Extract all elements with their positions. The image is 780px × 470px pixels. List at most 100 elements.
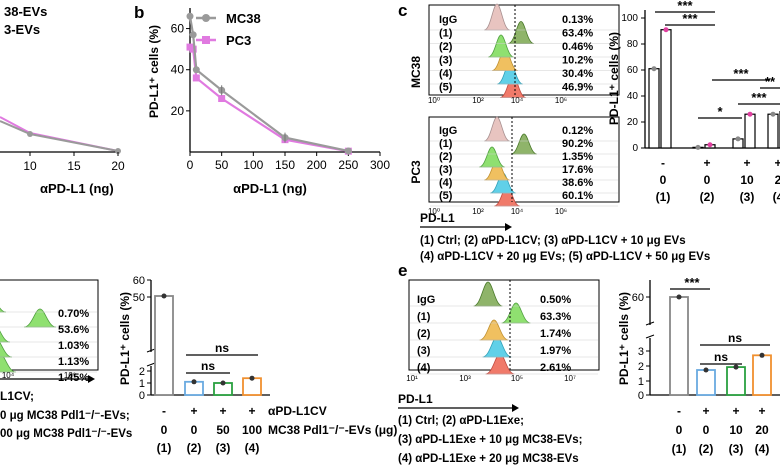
legend-pc3-label: PC3 [226, 33, 251, 48]
histogram-label-e: (3) [417, 345, 431, 357]
panel-a-point [27, 131, 33, 137]
axis-tick-label: 10⁰ [428, 207, 440, 216]
panel-c-mc38-frame [428, 4, 620, 96]
significance-mark: *** [682, 11, 698, 26]
axis-break [645, 334, 655, 339]
panel-b-xticks: 0 50 100 150 200 250 300 [187, 152, 390, 172]
histogram-label-pc3: (4) [439, 177, 453, 189]
bar-condition-label: 0 [676, 423, 683, 437]
percentage-mc38: 46.9% [562, 82, 593, 94]
legend-mc38-marker [202, 14, 210, 22]
axis-tick-label: 10⁴ [511, 96, 524, 105]
bar-condition-label: 50 [216, 423, 230, 437]
percentage-mc38: 30.4% [562, 68, 593, 80]
panel-c: c MC38 PC3 IgG 0.13%(1) 63.4%(2) 0.46%(3) 10… [398, 1, 710, 263]
bar-ytick-label: 0 [139, 390, 145, 402]
bar-condition-label: + [248, 404, 255, 418]
bar-condition-label: 2 [775, 173, 780, 187]
panel-e-caption-1: (1) Ctrl; (2) αPD-L1Exe; [398, 415, 524, 427]
percentage-pc3: 0.12% [562, 125, 593, 137]
bar-condition-label: (3) [740, 190, 755, 204]
panel-c-arrowhead [505, 223, 512, 231]
histogram-mc38-0 [484, 3, 510, 31]
axis-tick-label: 10³ [459, 374, 471, 383]
percentage-e: 1.97% [540, 345, 571, 357]
panel-e-bar-ylabel: PD-L1⁺ cells (%) [617, 292, 631, 385]
percentage-d: 53.6% [58, 324, 89, 336]
axis-tick-label: 10⁶ [64, 371, 76, 380]
bar-condition-label: 20 [755, 423, 769, 437]
bar-row-label: αPD-L1CV [268, 404, 327, 418]
data-point-mc38 [186, 12, 194, 20]
percentage-d: 1.13% [58, 356, 89, 368]
panel-a: 38-EVs 3-EVs 10 15 20 αPD-L1 (ng) [0, 4, 125, 196]
significance-mark: ns [215, 341, 229, 355]
significance-mark: * [717, 104, 723, 119]
panel-b-ytick-label: 60 [171, 22, 185, 36]
axis-tick-label: 10⁴ [511, 207, 524, 216]
panel-e-arrowhead [512, 404, 519, 412]
axis-tick-label: 10⁷ [564, 374, 576, 383]
panel-a-legend-2: 3-EVs [4, 22, 40, 37]
bar-point [747, 111, 753, 117]
histogram-label-e: (1) [417, 311, 431, 323]
bar-point [651, 66, 657, 72]
axis-tick-label: 10⁶ [555, 96, 567, 105]
bar-condition-label: 0 [660, 173, 667, 187]
bar-condition-label: (2) [699, 442, 714, 456]
significance-mark: *** [733, 66, 749, 81]
panel-c-row-label-pc3: PC3 [409, 160, 423, 184]
data-point-pc3 [218, 95, 226, 103]
percentage-e: 2.61% [540, 362, 571, 374]
histogram-pc3-2 [479, 146, 505, 168]
data-point-pc3 [192, 74, 200, 82]
histogram-label-pc3: (1) [439, 138, 453, 150]
significance-mark: *** [677, 0, 693, 13]
percentage-e: 1.74% [540, 328, 571, 340]
histogram-pc3-0 [484, 116, 510, 142]
percentage-e: 0.50% [540, 294, 571, 306]
panel-b-xtick-label: 200 [307, 158, 327, 172]
bar-point [663, 27, 669, 33]
bar-point [707, 142, 713, 148]
panel-b-ylabel: PD-L1⁺ cells (%) [147, 25, 161, 118]
bar-condition-label: + [743, 156, 750, 170]
bar-ytick-label: 0 [632, 143, 638, 154]
panel-b-xtick-label: 0 [187, 158, 194, 172]
significance-mark: *** [751, 90, 767, 105]
panel-d-arrowhead [88, 375, 95, 383]
histogram-label-mc38: (2) [439, 41, 453, 53]
histogram-label-e: (2) [417, 328, 431, 340]
histogram-label-mc38: IgG [439, 14, 457, 26]
bar-condition-label: (1) [656, 190, 671, 204]
panel-d-caption-1: 0 μg MC38 Pdl1⁻/⁻-EVs; [0, 410, 130, 422]
panel-d-caption-2: 00 μg MC38 Pdl1⁻/⁻-EVs [0, 428, 132, 440]
bar-row-label: MC38 Pdl1⁻/⁻-EVs (μg) [268, 423, 397, 437]
bar-ytick-label: 60 [627, 65, 639, 76]
bar-point [735, 136, 741, 142]
bar-ytick-label: 50 [133, 292, 145, 304]
bar-condition-label: 0 [161, 423, 168, 437]
axis-break [146, 362, 156, 367]
series-line-mc38 [188, 16, 349, 153]
panel-b-series [186, 12, 352, 155]
panel-b-yticks: 20 40 60 [171, 22, 190, 118]
percentage-pc3: 38.6% [562, 177, 593, 189]
panel-e: e IgG (1) (2) (3) (4) 0.50% 63.3% 1.74% 1.97% 2.6… [398, 261, 780, 465]
bar-condition-label: (4) [245, 441, 260, 455]
significance-mark: ns [728, 331, 742, 345]
panel-e-histograms: IgG (1) (2) (3) (4) 0.50% 63.3% 1.74% 1.97% 2.61% [410, 281, 598, 375]
bar-ytick-label: 1 [638, 376, 644, 388]
panel-d-histograms: 0.70% 53.6% 1.03% 1.13% 1.45% [0, 307, 97, 384]
bar-condition-label: 0 [704, 173, 711, 187]
bar-condition-label: + [732, 404, 739, 418]
axis-break [645, 321, 655, 326]
histogram-e-0 [473, 281, 503, 307]
panel-c-letter: c [398, 1, 407, 20]
bar-ytick-label: 20 [627, 117, 639, 128]
panel-e-axis-ticks: 10¹ 10³ 10⁵ 10⁷ [406, 374, 576, 383]
bar-ytick-label: 40 [627, 91, 639, 102]
panel-c-axis-ticks: 10⁰ 10² 10⁴ 10⁶ 10⁰ 10² 10⁴ 10⁶ [428, 96, 567, 216]
bar-ytick-label: 1 [139, 378, 145, 390]
